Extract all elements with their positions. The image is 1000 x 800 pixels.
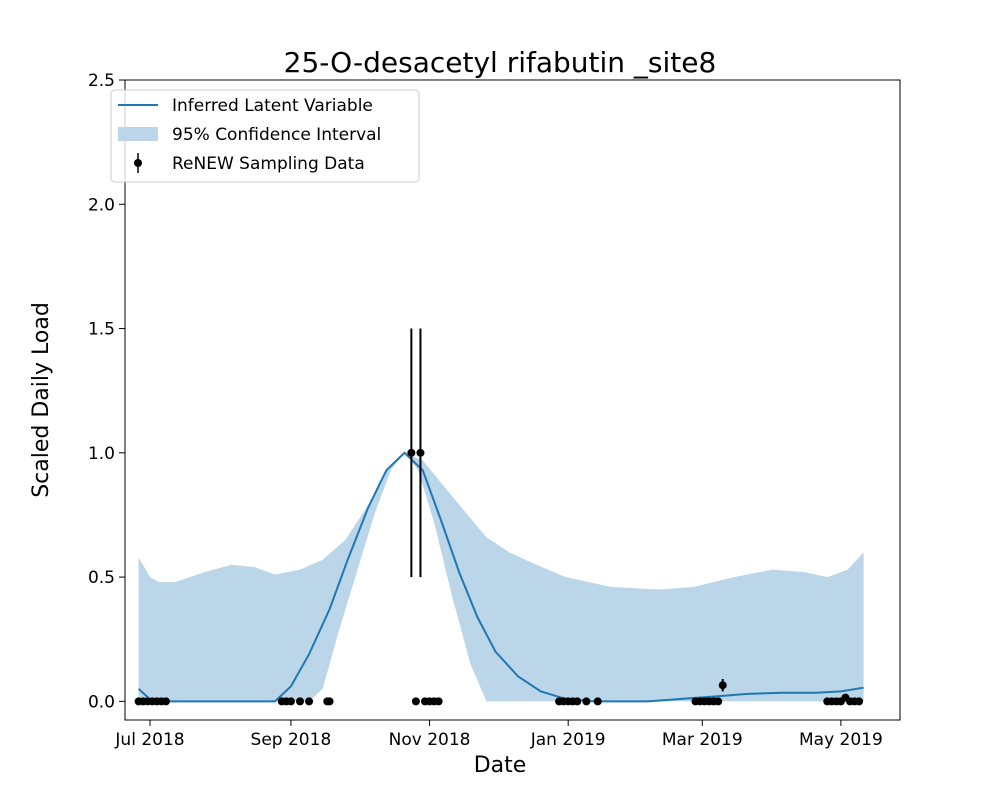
y-tick-label: 0.5	[88, 568, 115, 588]
legend-band-swatch	[118, 127, 158, 141]
x-tick-label: Jul 2018	[114, 730, 184, 750]
x-tick-label: Nov 2018	[389, 730, 471, 750]
legend-label-points: ReNEW Sampling Data	[172, 154, 365, 174]
y-tick-label: 1.5	[88, 320, 115, 340]
sample-point	[416, 448, 425, 457]
legend-box	[110, 89, 420, 183]
x-axis-ticks: Jul 2018 Sep 2018 Nov 2018 Jan 2019 Mar 2019…	[114, 720, 883, 750]
y-tick-label: 1.0	[88, 444, 115, 464]
sample-point	[714, 697, 723, 706]
x-axis-label: Date	[474, 753, 527, 778]
x-tick-label: Sep 2018	[251, 730, 332, 750]
x-tick-label: Mar 2019	[662, 730, 743, 750]
x-tick-label: Jan 2019	[530, 730, 606, 750]
sample-point	[411, 697, 420, 706]
x-tick-label: May 2019	[799, 730, 883, 750]
sample-point	[582, 697, 591, 706]
sample-point	[573, 697, 582, 706]
y-tick-label: 2.5	[88, 71, 115, 91]
y-axis-label: Scaled Daily Load	[29, 302, 54, 498]
legend: Inferred Latent Variable 95% Confidence …	[110, 89, 420, 183]
line-layer	[137, 451, 864, 703]
points-layer	[134, 328, 864, 706]
y-axis-ticks: 0.0 0.5 1.0 1.5 2.0 2.5	[88, 71, 125, 712]
chart-title: 25-O-desacetyl rifabutin _site8	[284, 46, 717, 79]
plot-frame	[124, 79, 901, 721]
sample-point	[593, 697, 602, 706]
sample-point	[434, 697, 443, 706]
confidence-band	[138, 452, 864, 702]
sample-point	[305, 697, 314, 706]
legend-label-line: Inferred Latent Variable	[172, 96, 373, 116]
sample-point	[296, 697, 304, 706]
sample-point	[286, 697, 295, 706]
band-layer	[138, 452, 864, 702]
sample-point	[325, 697, 334, 706]
y-tick-label: 2.0	[88, 195, 115, 215]
sample-point	[161, 697, 170, 706]
sample-point	[407, 448, 416, 457]
sample-point	[855, 697, 864, 706]
sample-point	[718, 681, 727, 690]
latent-variable-line	[137, 451, 864, 703]
y-tick-label: 0.0	[88, 692, 115, 712]
legend-label-band: 95% Confidence Interval	[172, 125, 381, 145]
legend-point-swatch	[134, 159, 142, 167]
